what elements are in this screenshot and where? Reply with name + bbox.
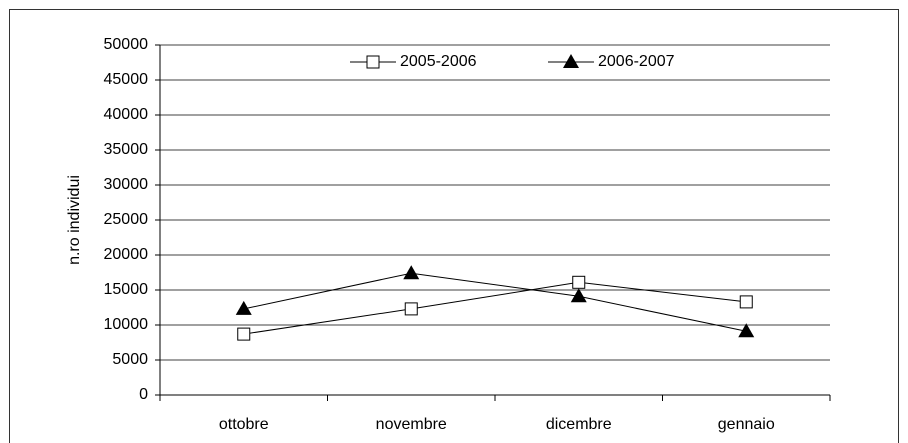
x-tick-label: dicembre: [546, 416, 612, 433]
x-tick-label: gennaio: [718, 416, 775, 433]
x-tick-label: ottobre: [219, 416, 269, 433]
y-tick-label: 40000: [104, 106, 149, 123]
series-line: [243, 281, 747, 335]
series-line: [243, 272, 747, 332]
y-tick-label: 15000: [104, 281, 149, 298]
data-point: [572, 275, 586, 289]
data-point: [738, 323, 755, 338]
data-point: [739, 295, 753, 309]
y-tick-label: 25000: [104, 211, 149, 228]
y-tick-label: 35000: [104, 141, 149, 158]
data-point: [404, 302, 418, 316]
y-tick-label: 0: [139, 386, 148, 403]
y-tick-label: 45000: [104, 71, 149, 88]
y-tick-label: 5000: [112, 351, 148, 368]
y-axis-label: n.ro individui: [66, 175, 83, 265]
legend-label: 2005-2006: [400, 53, 477, 70]
y-tick-label: 20000: [104, 246, 149, 263]
legend-marker: [563, 54, 579, 68]
chart-border: [9, 9, 899, 443]
legend-label: 2006-2007: [598, 53, 675, 70]
legend-marker: [366, 55, 380, 69]
x-tick-label: novembre: [376, 416, 447, 433]
data-point: [403, 265, 420, 280]
y-tick-label: 50000: [104, 36, 149, 53]
data-point: [237, 327, 251, 341]
y-tick-label: 10000: [104, 316, 149, 333]
y-tick-label: 30000: [104, 176, 149, 193]
data-point: [235, 300, 252, 315]
data-point: [570, 288, 587, 303]
